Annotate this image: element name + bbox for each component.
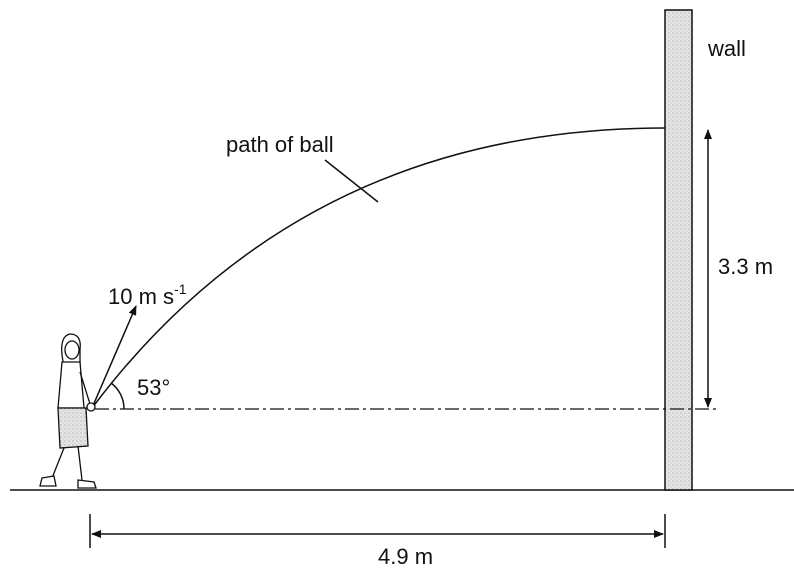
velocity-arrow (92, 306, 136, 408)
velocity-text: 10 m s (108, 284, 174, 309)
diagram: wall path of ball 10 m s-1 53° 3.3 m 4.9… (0, 0, 794, 571)
velocity-superscript: -1 (174, 281, 187, 297)
velocity-label: 10 m s-1 (108, 281, 187, 309)
distance-label: 4.9 m (378, 544, 433, 569)
height-label: 3.3 m (718, 254, 773, 279)
path-leader (325, 160, 378, 202)
wall (665, 10, 692, 490)
person (40, 334, 96, 488)
path-label: path of ball (226, 132, 334, 157)
wall-label: wall (707, 36, 746, 61)
page: wall path of ball 10 m s-1 53° 3.3 m 4.9… (0, 0, 794, 571)
angle-arc (111, 383, 124, 409)
angle-label: 53° (137, 375, 170, 400)
ball-path (92, 128, 665, 408)
